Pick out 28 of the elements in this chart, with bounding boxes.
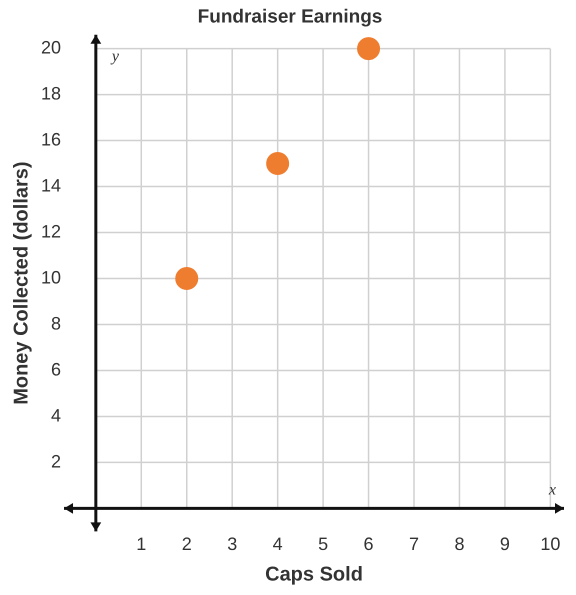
y-tick-label: 2 (51, 451, 62, 472)
x-tick-label: 8 (454, 534, 464, 554)
y-tick-label: 12 (40, 221, 62, 242)
x-tick-label: 7 (409, 534, 420, 554)
x-axis-title: Caps Sold (265, 564, 363, 586)
y-tick-label: 20 (40, 38, 62, 58)
point (357, 37, 380, 60)
x-tick-label: 9 (500, 534, 510, 554)
chart-title: Fundraiser Earnings (198, 6, 382, 28)
annotation: x (548, 482, 556, 499)
x-tick-label: 3 (227, 534, 238, 554)
y-axis-title: Money Collected (dollars) (10, 161, 33, 405)
x-tick-label: 1 (136, 534, 146, 554)
y-tick-label: 6 (51, 359, 62, 380)
y-tick-label: 18 (40, 84, 62, 104)
y-tick-label: 10 (40, 267, 62, 288)
y-tick-label: 4 (51, 405, 62, 426)
x-tick-label: 5 (318, 534, 328, 554)
point (175, 267, 198, 290)
x-tick-label: 4 (272, 534, 283, 554)
y-tick-label: 16 (40, 130, 62, 150)
point (266, 152, 290, 176)
y-tick-label: 8 (51, 313, 62, 334)
x-tick-label: 10 (540, 534, 560, 554)
annotation: y (110, 48, 120, 66)
x-tick-label: 6 (364, 534, 374, 554)
y-tick-label: 14 (40, 176, 62, 196)
x-tick-label: 2 (182, 534, 192, 554)
